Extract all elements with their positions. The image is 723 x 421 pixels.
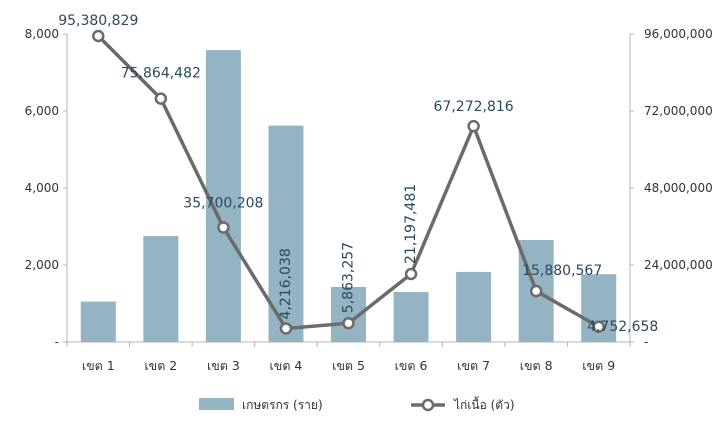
x-tick-label: เขต 4 [270,358,303,373]
line-point [217,221,230,234]
bar [205,50,241,343]
right-tick-label: 72,000,000 [644,104,713,118]
bar [393,291,429,342]
line-data-label: 5,863,257 [341,242,357,313]
line-point [529,284,543,298]
legend-line-label: ไก่เนื้อ (ตัว) [453,396,515,412]
legend-bar-swatch [199,398,234,410]
bar [456,271,492,342]
line-data-label: 21,197,481 [403,184,419,264]
left-tick-label: - [55,335,59,349]
line-series [92,29,605,335]
right-tick-label: 48,000,000 [644,181,713,195]
x-tick-label: เขต 3 [207,358,240,373]
legend-bar-label: เกษตรกร (ราย) [242,398,323,412]
line-data-label: 35,700,208 [183,195,263,211]
legend: เกษตรกร (ราย) ไก่เนื้อ (ตัว) [199,396,515,412]
x-tick-label: เขต 6 [395,358,428,373]
line-data-label: 95,380,829 [58,13,138,29]
left-tick-label: 6,000 [25,104,59,118]
right-tick-label: 24,000,000 [644,258,713,272]
line-point [154,92,168,105]
bar [268,125,304,342]
x-tick-label: เขต 1 [82,358,115,373]
left-tick-label: 2,000 [25,258,59,272]
legend-line-marker [421,398,435,412]
line-data-label: 15,880,567 [522,263,602,279]
data-labels: 95,380,829 75,864,482 35,700,208 4,216,038 5… [58,13,658,335]
x-tick-label: เขต 7 [457,358,490,373]
line-point [592,320,605,334]
x-tick-label: เขต 9 [582,358,615,373]
bar [143,236,179,342]
line-point [279,322,293,335]
line-point [404,267,418,281]
x-tick-label: เขต 2 [144,358,177,373]
line-point [467,119,480,133]
line-point [92,29,105,43]
x-tick-label: เขต 8 [520,358,553,373]
left-tick-label: 4,000 [25,181,59,195]
left-tick-label: 8,000 [25,27,59,41]
line-point [342,316,355,330]
line-data-label: 4,216,038 [278,248,294,319]
right-tick-label: 96,000,000 [644,27,713,41]
x-tick-label: เขต 5 [332,358,365,373]
line-data-label: 67,272,816 [434,99,514,115]
axes: - 2,000 4,000 6,000 8,000 - 24,000,000 48,000,0… [25,27,713,373]
bar [80,301,116,342]
right-tick-label: - [644,335,648,349]
line-data-label: 4,752,658 [587,319,658,335]
line-data-label: 75,864,482 [121,66,201,82]
